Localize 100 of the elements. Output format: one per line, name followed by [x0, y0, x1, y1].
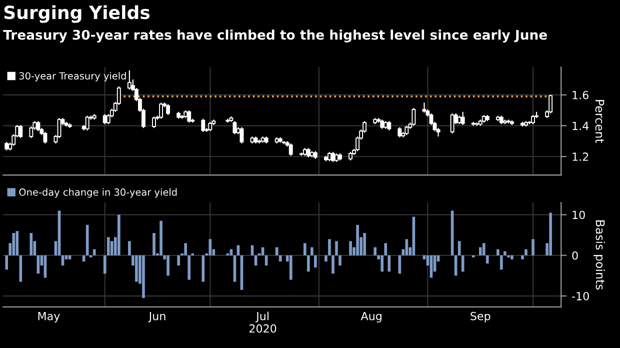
y-tick-label: 0 — [572, 251, 578, 260]
candlestick — [548, 94, 553, 114]
bar — [405, 239, 408, 256]
bar — [450, 210, 454, 256]
bar — [335, 241, 338, 256]
bar — [19, 255, 22, 282]
candlestick — [398, 126, 402, 138]
bar — [166, 255, 170, 276]
candlestick — [166, 104, 170, 116]
bar — [324, 255, 328, 262]
y-tick-label: 10 — [572, 210, 585, 220]
x-tick-label: Jul 2020 — [249, 312, 276, 333]
bar — [532, 239, 534, 256]
candlestick — [85, 115, 90, 131]
bar — [236, 245, 240, 256]
bar — [310, 247, 314, 256]
y-tick-label: -10 — [572, 292, 589, 300]
candlestick — [306, 148, 310, 158]
bar — [504, 251, 506, 256]
candlestick — [36, 120, 40, 132]
candlestick — [380, 119, 384, 130]
bar — [160, 220, 162, 256]
bar — [188, 255, 191, 280]
bar — [261, 247, 264, 256]
bar — [482, 243, 486, 256]
candlestick — [412, 107, 416, 126]
bar — [314, 255, 317, 268]
bar — [458, 241, 461, 256]
candlestick — [422, 102, 426, 114]
bar — [524, 249, 528, 256]
bar — [110, 241, 114, 256]
bar — [289, 255, 292, 280]
bar — [486, 255, 489, 264]
candlestick — [43, 131, 48, 144]
bar — [496, 249, 500, 256]
y-axis-title: Percent — [595, 100, 604, 144]
x-tick-label: Jun — [148, 312, 166, 322]
bar — [5, 255, 8, 270]
x-tick-label: Aug — [360, 312, 382, 322]
bar — [103, 255, 106, 274]
bar — [275, 247, 278, 256]
bar — [142, 255, 145, 298]
candlestick — [288, 142, 293, 156]
y-tick-label: 1.6 — [572, 90, 588, 100]
candlestick — [331, 151, 335, 162]
y-tick-label: 1.2 — [572, 152, 588, 161]
bar — [250, 245, 254, 256]
bar — [12, 233, 16, 256]
bar — [363, 233, 366, 256]
bar — [521, 255, 524, 260]
bar — [135, 255, 138, 282]
bar — [208, 239, 212, 256]
candlestick — [531, 114, 535, 125]
candlestick — [187, 110, 192, 124]
candlestick — [208, 121, 212, 132]
bar — [177, 255, 180, 266]
candlestick — [387, 120, 392, 131]
bar — [328, 239, 331, 256]
candlestick — [450, 112, 454, 134]
bar — [202, 255, 205, 282]
candlestick — [18, 124, 23, 139]
bar — [106, 237, 110, 256]
bar — [356, 224, 359, 256]
legend-label: One-day change in 30-year yield — [19, 188, 177, 198]
bar — [374, 247, 377, 256]
bar — [307, 255, 310, 272]
legend-label: 30-year Treasury yield — [19, 72, 126, 82]
candlestick — [152, 116, 156, 129]
x-tick-label: May — [38, 312, 60, 322]
bar — [304, 243, 306, 256]
bar — [332, 255, 334, 274]
candlestick — [127, 70, 132, 90]
bar — [380, 255, 384, 272]
bar — [478, 247, 482, 256]
bar — [152, 233, 156, 256]
bar — [510, 255, 514, 260]
candlestick — [102, 114, 107, 125]
candlestick — [404, 125, 409, 136]
bar — [349, 241, 352, 256]
candlestick — [328, 151, 332, 162]
chart-subtitle: Treasury 30-year rates have climbed to the highest level since early June — [3, 30, 547, 42]
bar — [16, 230, 19, 256]
x-tick-label: Sep — [470, 312, 490, 322]
bar — [58, 210, 61, 256]
bar — [549, 212, 552, 256]
bar — [388, 255, 391, 272]
bar — [128, 241, 131, 256]
y-tick-label: 1.4 — [572, 122, 589, 130]
bar — [118, 214, 120, 256]
candlestick — [159, 102, 163, 120]
bar — [338, 255, 342, 266]
candlestick — [460, 111, 465, 126]
candlestick — [201, 118, 206, 132]
y-axis-title: Basis points — [594, 220, 605, 290]
bar — [30, 233, 33, 256]
bar — [184, 243, 187, 256]
bar — [500, 255, 503, 270]
bar — [384, 243, 388, 256]
chart-title: Surging Yields — [4, 5, 150, 23]
candlestick — [232, 120, 237, 135]
